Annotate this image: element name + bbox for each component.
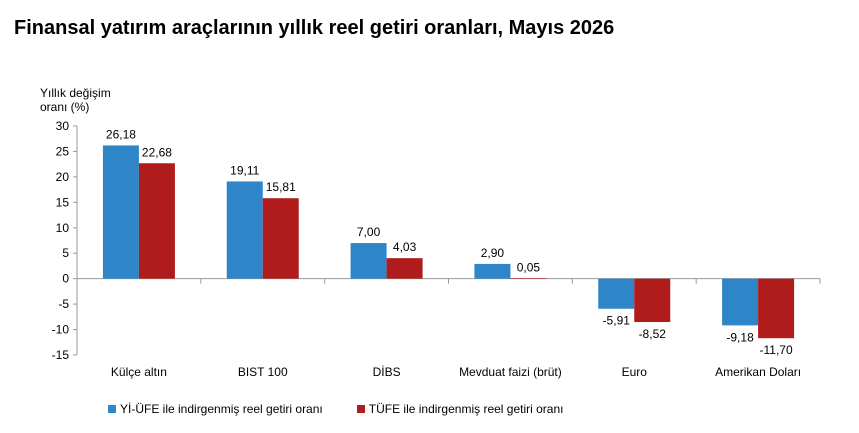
y-tick-label: 25 [56, 144, 70, 158]
y-axis-label-line2: oranı (%) [40, 100, 90, 114]
bar-series-1 [474, 263, 511, 279]
x-tick-label: DİBS [373, 365, 401, 379]
data-label: -5,91 [603, 314, 631, 328]
x-tick-label: BIST 100 [238, 365, 288, 379]
data-label: 2,90 [481, 246, 505, 260]
x-tick-label: Euro [622, 365, 648, 379]
data-label: 0,05 [517, 260, 541, 274]
y-tick-label: -10 [52, 323, 70, 337]
legend-swatch-yi-ufe [108, 405, 116, 413]
y-axis-label-line1: Yıllık değişim [40, 86, 111, 100]
data-label: 26,18 [106, 127, 136, 141]
bar-series-1 [350, 243, 387, 279]
chart-title: Finansal yatırım araçlarının yıllık reel… [14, 17, 615, 39]
bar-series-2 [510, 278, 547, 280]
bar-chart: 30 25 20 15 10 5 0 -5 -10 -15 26,18 22,68 Külçe altı… [52, 119, 821, 379]
legend-swatch-tufe [356, 405, 365, 413]
y-tick-label: 10 [56, 221, 70, 235]
y-tick-label: 5 [62, 246, 69, 260]
bar-series-1 [226, 181, 263, 279]
bar-series-1 [102, 145, 139, 279]
bar-series-2 [386, 258, 423, 279]
bar-series-2 [138, 163, 175, 279]
data-label: 4,03 [393, 240, 417, 254]
data-label: -8,52 [639, 327, 667, 341]
bar-series-2 [634, 278, 671, 323]
data-label: 19,11 [230, 163, 259, 177]
y-axis-label: Yıllık değişim oranı (%) [40, 86, 111, 114]
x-tick-label: Mevduat faizi (brüt) [459, 365, 562, 379]
legend-item-tufe: TÜFE ile indirgenmiş reel getiri oranı [356, 402, 564, 416]
legend: Yİ-ÜFE ile indirgenmiş reel getiri oranı… [108, 402, 598, 416]
x-tick-label: Amerikan Doları [715, 365, 801, 379]
data-label: 7,00 [357, 225, 381, 239]
data-label: 15,81 [266, 180, 296, 194]
y-tick-label: 0 [62, 272, 69, 286]
data-label: -11,70 [760, 343, 793, 357]
y-tick-label: 20 [56, 170, 70, 184]
legend-item-yi-ufe: Yİ-ÜFE ile indirgenmiş reel getiri oranı [108, 402, 323, 416]
x-tick-label: Külçe altın [111, 365, 167, 379]
legend-label-yi-ufe: Yİ-ÜFE ile indirgenmiş reel getiri oranı [120, 402, 323, 416]
y-tick-label: -15 [52, 348, 70, 362]
bar-series-1 [598, 278, 635, 309]
y-tick-label: 15 [56, 195, 70, 209]
legend-label-tufe: TÜFE ile indirgenmiş reel getiri oranı [368, 402, 564, 416]
data-label: -9,18 [726, 330, 754, 344]
bar-series-2 [262, 198, 299, 279]
bar-series-1 [722, 278, 759, 326]
data-label: 22,68 [142, 145, 172, 159]
bar-series-2 [758, 278, 795, 339]
y-tick-label: -5 [58, 297, 69, 311]
y-tick-label: 30 [56, 119, 70, 133]
